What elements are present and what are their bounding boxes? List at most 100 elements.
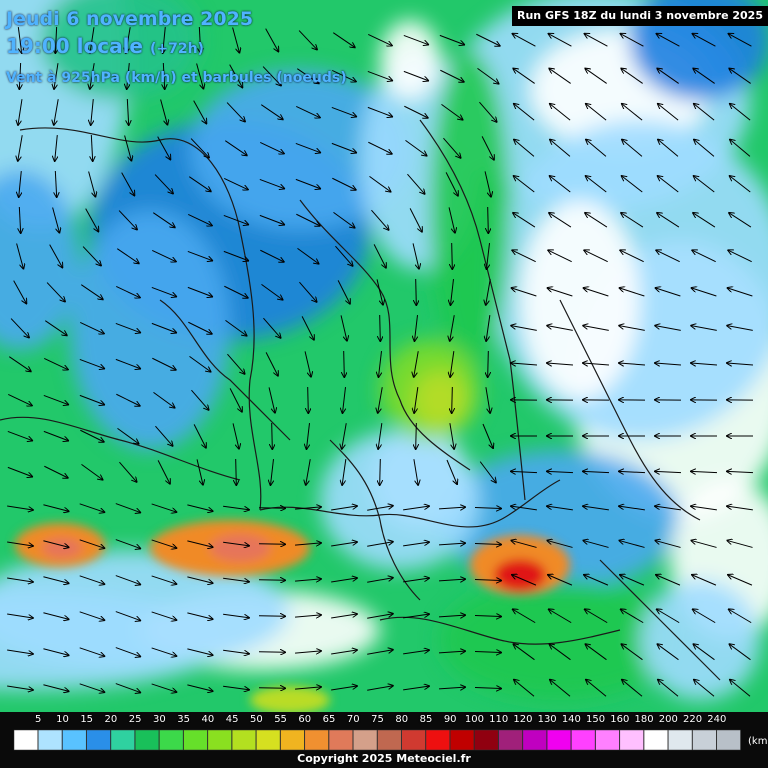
- wind-arrow-390: [438, 687, 465, 689]
- wind-arrow-386: [295, 687, 321, 689]
- wind-arrow-315: [7, 577, 33, 582]
- wind-arrow-375: [658, 644, 679, 661]
- wind-arrow-365: [295, 651, 321, 653]
- wind-arrow-325: [367, 578, 393, 583]
- wind-arrow-112: [259, 214, 284, 224]
- wind-arrow-304: [367, 542, 393, 547]
- wind-arrow-21: [19, 62, 20, 89]
- wind-arrow-324: [331, 578, 357, 583]
- wind-arrow-68: [190, 138, 209, 158]
- wind-arrow-398: [730, 680, 751, 697]
- legend-tick-5: 5: [35, 714, 42, 725]
- wind-arrow-237: [232, 423, 239, 448]
- wind-arrow-133: [260, 249, 283, 262]
- wind-arrow-93: [332, 177, 355, 190]
- wind-arrow-95: [407, 173, 424, 194]
- wind-arrow-374: [622, 644, 643, 661]
- wind-arrow-109: [152, 212, 174, 228]
- wind-arrow-59: [622, 104, 643, 121]
- wind-arrow-320: [187, 576, 212, 583]
- wind-arrow-151: [151, 286, 176, 296]
- wind-arrow-297: [115, 539, 140, 549]
- legend-tick-200: 200: [658, 714, 678, 725]
- wind-arrow-372: [550, 644, 571, 661]
- wind-arrow-206: [619, 363, 646, 365]
- wind-arrow-173: [188, 321, 211, 334]
- wind-arrow-364: [258, 652, 285, 653]
- legend-swatch-1: [37, 729, 63, 751]
- wind-arrow-128: [82, 246, 101, 266]
- wind-arrow-264: [446, 459, 457, 484]
- wind-arrow-366: [331, 650, 357, 655]
- wind-arrow-114: [333, 211, 354, 227]
- wind-arrow-6: [232, 27, 240, 52]
- wind-arrow-232: [43, 430, 68, 440]
- wind-arrow-379: [43, 684, 68, 692]
- wind-arrow-178: [380, 314, 381, 341]
- wind-arrow-140: [512, 250, 536, 263]
- wind-arrow-86: [88, 171, 96, 196]
- wind-arrow-256: [157, 460, 170, 483]
- wind-arrow-85: [55, 170, 56, 197]
- wind-arrow-354: [657, 609, 680, 624]
- wind-arrow-253: [44, 465, 67, 478]
- wind-arrow-13: [476, 33, 499, 46]
- legend-swatch-26: [643, 729, 669, 751]
- wind-arrow-335: [728, 575, 753, 586]
- wind-arrow-35: [513, 69, 535, 84]
- wind-arrow-101: [622, 176, 643, 193]
- wind-arrow-219: [343, 387, 346, 413]
- wind-arrow-369: [438, 651, 465, 653]
- wind-arrow-77: [514, 140, 535, 157]
- wind-arrow-275: [79, 503, 105, 512]
- wind-arrow-182: [511, 326, 537, 331]
- wind-arrow-176: [301, 316, 314, 339]
- legend-tick-labels: 5 10 15 20 25 30 35 40 45 50 55 60 65 70 75 80 85 90 100 11…: [0, 712, 768, 730]
- wind-arrow-200: [414, 351, 419, 377]
- wind-arrow-154: [261, 283, 282, 299]
- wind-arrow-305: [403, 542, 429, 547]
- wind-arrow-31: [367, 70, 392, 80]
- wind-arrow-287: [511, 506, 537, 511]
- wind-arrow-53: [404, 105, 427, 118]
- wind-arrow-273: [7, 505, 33, 510]
- wind-arrow-135: [335, 245, 352, 266]
- wind-arrow-11: [403, 34, 428, 44]
- wind-arrow-19: [693, 34, 716, 47]
- legend-unit: (km: [748, 736, 768, 747]
- legend-swatch-23: [571, 729, 596, 751]
- wind-area-13: [320, 430, 480, 570]
- parameter-label: Vent à 925hPa (km/h) et barbules (noeuds…: [6, 70, 347, 86]
- wind-arrow-387: [331, 686, 357, 691]
- wind-arrow-277: [151, 503, 177, 512]
- wind-arrow-161: [512, 288, 537, 297]
- wind-arrow-191: [79, 358, 104, 368]
- wind-arrow-141: [548, 250, 572, 263]
- wind-arrow-47: [193, 100, 207, 124]
- border-line-2: [299, 199, 471, 471]
- wind-arrow-274: [43, 504, 68, 512]
- border-line-6: [559, 299, 701, 521]
- wind-arrow-52: [367, 106, 392, 116]
- wind-arrow-265: [479, 461, 496, 483]
- wind-arrow-186: [655, 326, 681, 331]
- legend-swatch-28: [692, 729, 717, 751]
- wind-arrow-307: [474, 543, 501, 544]
- wind-arrow-363: [223, 649, 249, 654]
- wind-arrow-25: [163, 62, 164, 89]
- wind-arrow-121: [585, 213, 608, 228]
- legend-tick-80: 80: [395, 714, 409, 725]
- wind-arrow-367: [367, 650, 393, 655]
- wind-arrow-209: [727, 363, 754, 365]
- wind-arrow-136: [373, 244, 386, 267]
- border-line-4: [159, 299, 291, 441]
- wind-arrow-163: [584, 288, 609, 297]
- legend-tick-220: 220: [682, 714, 703, 725]
- wind-arrow-329: [512, 575, 537, 586]
- wind-arrow-3: [126, 27, 131, 53]
- wind-arrow-14: [513, 34, 536, 47]
- wind-arrow-208: [691, 363, 718, 365]
- wind-arrow-0: [17, 27, 21, 53]
- wind-arrow-43: [54, 99, 59, 125]
